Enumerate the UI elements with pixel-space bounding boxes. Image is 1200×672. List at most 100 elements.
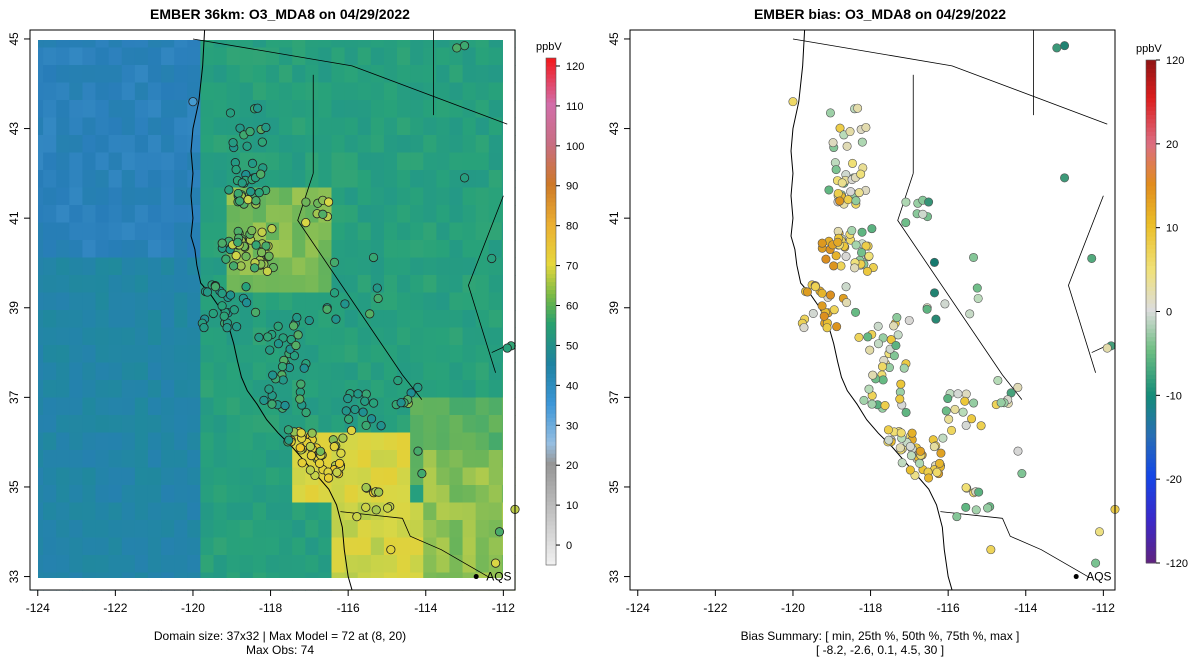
bias-obs-site — [974, 487, 984, 497]
bias-obs-site — [961, 502, 971, 512]
model-grid-cell — [161, 47, 175, 66]
model-grid-cell — [462, 292, 477, 311]
model-grid-cell — [279, 100, 293, 119]
model-grid-cell — [475, 187, 490, 206]
model-colorbar-band — [546, 169, 556, 175]
model-grid-cell — [147, 82, 162, 101]
model-obs-site — [264, 384, 274, 394]
model-grid-cell — [265, 415, 280, 434]
bias-obs-site — [835, 123, 845, 133]
model-grid-cell — [134, 380, 149, 399]
bias-obs-site — [896, 379, 906, 389]
bias-colorbar-band — [1146, 466, 1156, 472]
model-grid-cell — [226, 415, 241, 434]
model-obs-site — [264, 251, 274, 261]
bias-obs-site — [972, 283, 982, 293]
model-grid-cell — [121, 222, 136, 241]
model-colorbar-band — [546, 313, 556, 318]
model-grid-cell — [410, 117, 424, 136]
model-grid-cell — [423, 415, 437, 434]
model-grid-cell — [305, 345, 319, 364]
model-grid-cell — [69, 170, 84, 189]
bias-colorbar-band — [1146, 378, 1156, 384]
bias-colorbar-band — [1146, 374, 1156, 380]
model-grid-cell — [187, 275, 202, 294]
bias-colorbar-band — [1146, 68, 1156, 74]
model-grid-cell — [370, 362, 385, 381]
model-grid-cell — [82, 135, 97, 154]
bias-colorbar-band — [1146, 131, 1156, 136]
bias-obs-site — [1060, 173, 1070, 183]
bias-colorbar-band — [1146, 474, 1156, 480]
model-obs-site — [247, 158, 258, 169]
model-grid-cell — [318, 345, 333, 364]
model-grid-cell — [423, 292, 437, 311]
model-grid-cell — [213, 117, 228, 136]
model-colorbar-band — [546, 77, 556, 83]
model-colorbar-band — [546, 237, 556, 243]
model-grid-cell — [423, 537, 437, 556]
model-grid-cell — [187, 537, 202, 556]
model-obs-site — [235, 196, 245, 206]
model-grid-cell — [331, 170, 346, 189]
model-obs-site — [371, 505, 381, 515]
model-aqs-marker — [473, 574, 479, 580]
model-grid-cell — [108, 187, 123, 206]
model-grid-cell — [318, 82, 333, 101]
model-grid-cell — [252, 520, 267, 539]
model-grid-cell — [69, 135, 84, 154]
model-obs-site — [295, 443, 305, 453]
model-grid-cell — [134, 432, 149, 451]
model-grid-cell — [423, 275, 437, 294]
model-grid-cell — [174, 555, 188, 574]
bias-obs-site — [993, 375, 1003, 385]
bias-colorbar-band — [1146, 72, 1156, 78]
model-grid-cell — [462, 327, 477, 346]
model-grid-cell — [200, 222, 215, 241]
model-grid-cell — [213, 135, 228, 154]
model-grid-cell — [449, 555, 464, 574]
model-grid-cell — [344, 310, 359, 329]
model-grid-cell — [423, 467, 437, 486]
model-grid-cell — [252, 205, 267, 224]
model-grid-cell — [423, 397, 437, 416]
model-obs-site — [372, 283, 382, 293]
model-obs-site — [494, 527, 505, 537]
bias-obs-site — [853, 103, 863, 113]
model-grid-cell — [226, 205, 241, 224]
bias-obs-site — [958, 407, 968, 417]
model-grid-cell — [252, 537, 267, 556]
model-colorbar-band — [546, 157, 556, 163]
model-grid-cell — [318, 135, 333, 154]
model-grid-cell — [56, 537, 70, 556]
model-grid-cell — [95, 152, 110, 171]
model-grid-cell — [357, 467, 372, 486]
bias-obs-site — [930, 288, 940, 298]
model-grid-cell — [121, 170, 136, 189]
model-obs-site — [334, 458, 345, 468]
bias-obs-site — [865, 345, 875, 355]
model-grid-cell — [344, 537, 359, 556]
model-grid-cell — [147, 450, 162, 469]
model-grid-cell — [147, 170, 162, 189]
model-grid-cell — [331, 117, 346, 136]
model-colorbar-band — [546, 125, 556, 131]
model-state-border — [340, 511, 403, 519]
model-grid-cell — [43, 82, 57, 101]
model-grid-cell — [305, 117, 319, 136]
bias-colorbar-tick-label: -10 — [1166, 390, 1182, 402]
model-obs-site — [224, 185, 234, 195]
bias-obs-site — [867, 224, 877, 234]
model-grid-cell — [134, 275, 149, 294]
model-grid-cell — [436, 100, 451, 119]
model-colorbar-band — [546, 129, 556, 135]
model-obs-site — [259, 395, 269, 405]
model-grid-cell — [449, 257, 464, 276]
model-grid-cell — [318, 555, 333, 574]
model-grid-cell — [95, 327, 110, 346]
bias-colorbar-band — [1146, 319, 1156, 325]
model-grid-cell — [318, 397, 333, 416]
model-grid-cell — [200, 170, 215, 189]
model-grid-cell — [187, 82, 202, 101]
model-grid-cell — [475, 345, 490, 364]
